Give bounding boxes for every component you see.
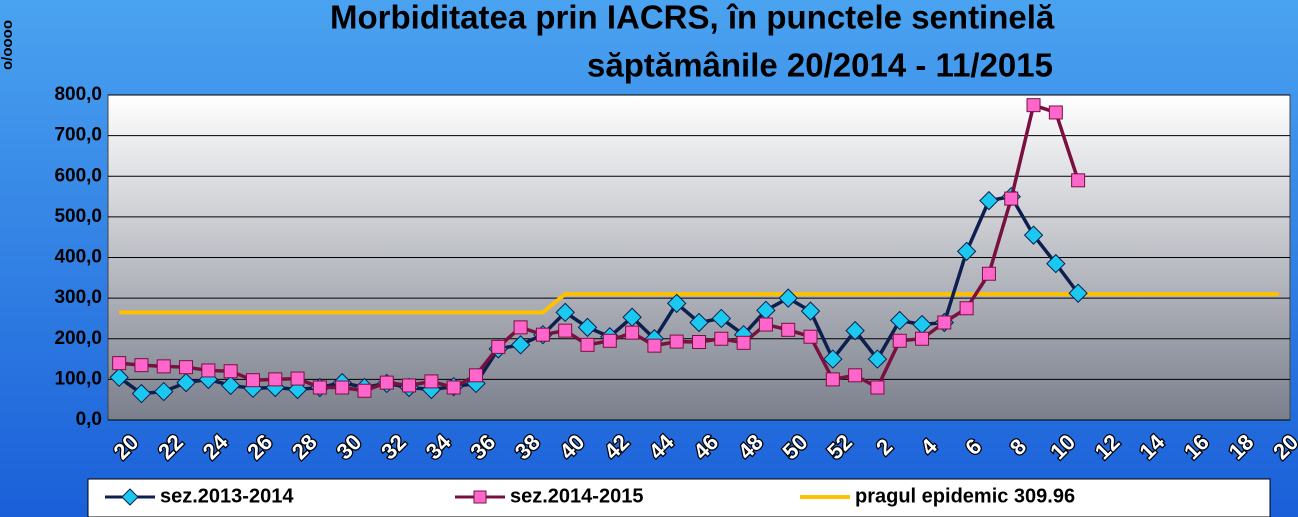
marker	[937, 315, 952, 330]
marker	[890, 310, 910, 331]
marker	[714, 331, 729, 346]
marker	[892, 333, 907, 348]
marker	[1068, 283, 1088, 303]
marker	[535, 327, 550, 342]
chart-subtitle: săptămânile 20/2014 - 11/2015	[587, 47, 1053, 84]
marker	[848, 368, 863, 383]
legend-label: sez.2013-2014	[160, 485, 294, 507]
marker	[689, 312, 709, 333]
y-tick-label: 400,0	[54, 247, 102, 268]
marker	[602, 333, 617, 348]
marker	[491, 339, 506, 354]
marker	[1026, 98, 1041, 113]
y-tick-label: 100,0	[54, 368, 102, 389]
y-tick-label: 200,0	[54, 328, 102, 349]
marker	[981, 266, 996, 281]
marker	[558, 323, 573, 338]
marker	[1046, 253, 1066, 274]
marker	[823, 349, 843, 369]
marker	[758, 317, 773, 332]
marker	[446, 380, 461, 395]
marker	[956, 241, 977, 262]
marker	[290, 371, 305, 386]
marker	[402, 378, 417, 393]
marker	[357, 383, 372, 398]
marker	[736, 335, 751, 350]
marker	[845, 320, 865, 341]
marker	[825, 372, 840, 387]
marker	[580, 337, 595, 352]
legend	[87, 478, 1271, 517]
y-tick-label: 0,0	[76, 409, 102, 430]
marker	[870, 380, 885, 395]
y-tick-label: 300,0	[54, 287, 102, 308]
marker	[555, 302, 575, 323]
marker	[625, 325, 640, 340]
marker	[156, 359, 171, 374]
marker	[176, 372, 196, 393]
marker	[915, 331, 930, 346]
marker	[781, 322, 796, 337]
marker	[647, 338, 662, 353]
marker	[1071, 173, 1086, 188]
y-tick-label: 600,0	[54, 165, 102, 186]
marker	[666, 293, 687, 314]
marker	[109, 367, 129, 388]
marker	[867, 349, 888, 369]
marker	[287, 379, 308, 400]
y-tick-label: 800,0	[54, 84, 102, 105]
marker	[245, 373, 260, 388]
marker	[1004, 191, 1019, 206]
marker	[800, 301, 821, 321]
marker	[577, 317, 598, 338]
legend-marker	[121, 488, 139, 506]
marker	[1048, 105, 1063, 120]
marker	[669, 334, 684, 349]
marker	[692, 335, 706, 349]
marker	[513, 320, 528, 335]
chart-title: Morbiditatea prin IACRS, în punctele sen…	[330, 0, 1055, 36]
marker	[223, 364, 238, 379]
marker	[1023, 225, 1044, 245]
legend-label: sez.2014-2015	[510, 485, 643, 507]
legend-label: pragul epidemic 309.96	[855, 485, 1075, 507]
marker	[510, 335, 531, 355]
marker	[268, 372, 283, 387]
marker	[335, 380, 350, 395]
marker	[112, 356, 127, 371]
marker	[201, 363, 216, 378]
y-tick-label: 500,0	[54, 206, 102, 227]
marker	[711, 308, 732, 329]
marker	[979, 190, 999, 211]
marker	[154, 381, 174, 402]
marker	[468, 368, 483, 383]
marker	[424, 374, 439, 389]
y-axis-label: o/oooo	[0, 20, 16, 70]
marker	[131, 383, 152, 404]
legend-marker	[473, 490, 487, 504]
marker	[379, 375, 394, 390]
marker	[312, 380, 327, 395]
marker	[134, 358, 149, 373]
marker	[778, 288, 798, 308]
marker	[220, 375, 241, 396]
y-tick-label: 700,0	[54, 125, 102, 146]
marker	[959, 301, 974, 316]
marker	[179, 360, 194, 375]
marker	[803, 329, 818, 344]
